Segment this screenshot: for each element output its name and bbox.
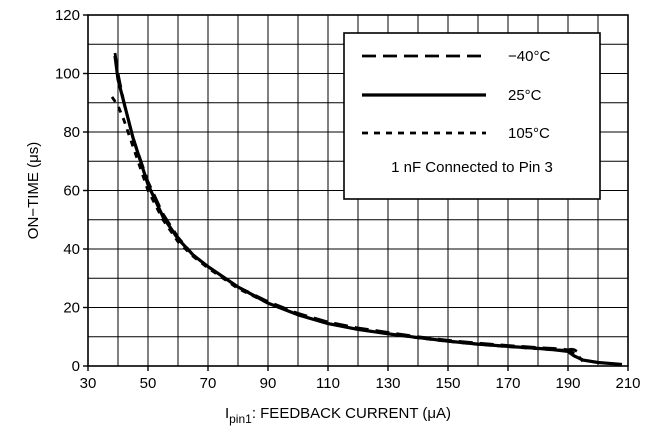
- y-tick-label: 80: [63, 124, 80, 141]
- y-tick-label: 0: [72, 358, 80, 375]
- y-tick-label: 120: [55, 7, 80, 24]
- y-tick-label: 100: [55, 66, 80, 83]
- x-tick-label: 50: [140, 375, 157, 392]
- x-tick-label: 90: [260, 375, 277, 392]
- ticks: 30 50 70 90 110 130 150 170 190 210 0 20 40 60 80 100 12…: [55, 7, 641, 392]
- x-axis-title-rest: : FEEDBACK CURRENT (μA): [252, 405, 451, 422]
- x-tick-label: 130: [375, 375, 400, 392]
- y-tick-label: 40: [63, 241, 80, 258]
- x-tick-label: 30: [80, 375, 97, 392]
- legend: 1 nF Connected to Pin 3 −40°C 25°C 105°C: [343, 32, 601, 200]
- x-tick-label: 170: [495, 375, 520, 392]
- x-tick-label: 210: [615, 375, 640, 392]
- x-tick-label: 70: [200, 375, 217, 392]
- x-axis-title: Ipin1: FEEDBACK CURRENT (μA): [225, 405, 451, 426]
- legend-label: −40°C: [508, 48, 550, 65]
- x-tick-label: 110: [316, 375, 340, 392]
- series-layer: [110, 52, 623, 367]
- x-axis-title-subscript: pin1: [229, 412, 252, 426]
- legend-note: 1 nF Connected to Pin 3: [391, 159, 553, 176]
- y-axis-title: ON−TIME (μs): [25, 142, 42, 239]
- y-tick-label: 60: [63, 183, 80, 200]
- legend-box: [343, 32, 601, 200]
- x-axis-title-symbol: I: [225, 405, 229, 422]
- legend-label: 105°C: [508, 125, 550, 142]
- y-tick-label: 20: [63, 300, 80, 317]
- legend-label: 25°C: [508, 87, 542, 104]
- x-tick-label: 190: [555, 375, 580, 392]
- x-tick-label: 150: [435, 375, 460, 392]
- series-line-dotted: [110, 96, 585, 363]
